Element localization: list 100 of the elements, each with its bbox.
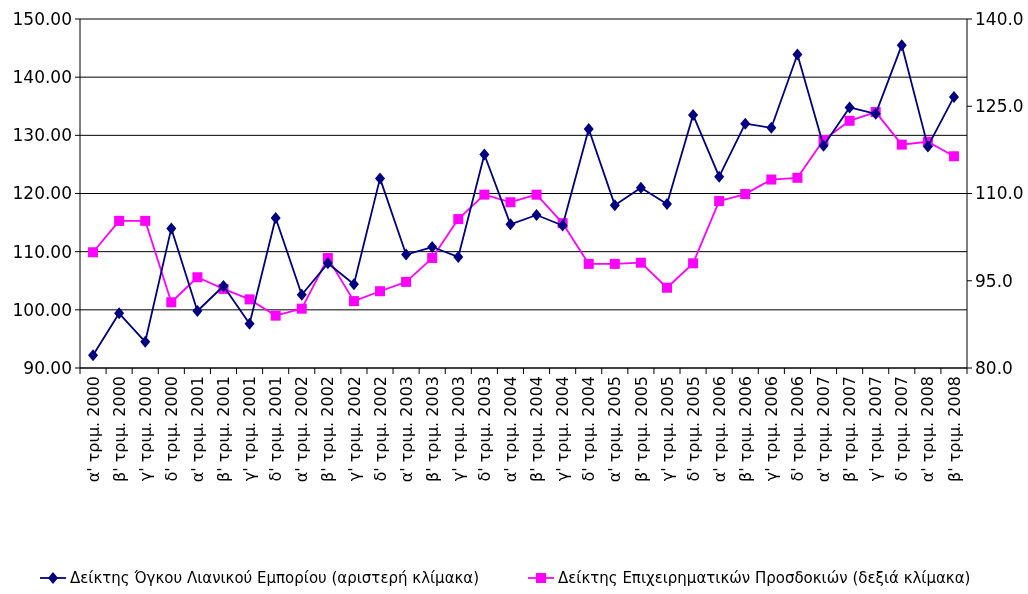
x-tick-label: δ' τριμ. 2001 xyxy=(266,376,286,482)
point xyxy=(270,310,281,321)
x-tick-label: β' τριμ. 2006 xyxy=(735,376,755,482)
point xyxy=(114,307,125,320)
point xyxy=(244,294,255,305)
point xyxy=(505,218,516,231)
y2-tick-label: 110.0 xyxy=(975,183,1024,204)
x-tick-label: β' τριμ. 2004 xyxy=(527,376,547,482)
point xyxy=(88,349,99,362)
x-tick-label: α' τριμ. 2005 xyxy=(605,376,625,483)
point xyxy=(740,117,751,130)
x-tick-label: δ' τριμ. 2006 xyxy=(788,376,808,482)
x-tick-label: γ' τριμ. 2007 xyxy=(866,376,886,482)
point xyxy=(192,305,203,317)
x-tick-label: γ' τριμ. 2003 xyxy=(448,376,468,482)
point xyxy=(375,172,386,185)
y2-tick-label: 125.0 xyxy=(975,96,1024,117)
point xyxy=(427,253,438,264)
point xyxy=(609,199,620,212)
point xyxy=(453,250,464,263)
y2-tick-label: 95.0 xyxy=(975,270,1013,291)
y-tick-label: 90.00 xyxy=(23,357,72,378)
x-tick-label: β' τριμ. 2005 xyxy=(631,376,651,482)
point xyxy=(348,296,359,307)
x-tick-label: β' τριμ. 2001 xyxy=(214,376,234,482)
point xyxy=(166,297,177,308)
x-tick-label: β' τριμ. 2008 xyxy=(944,376,964,482)
point xyxy=(896,39,907,52)
point xyxy=(140,335,151,348)
x-tick-label: β' τριμ. 2000 xyxy=(109,376,129,482)
point xyxy=(792,172,803,183)
point xyxy=(296,303,307,314)
point xyxy=(531,209,542,222)
point xyxy=(583,122,594,135)
point xyxy=(375,286,386,297)
point xyxy=(114,215,125,226)
point xyxy=(140,215,151,226)
x-tick-label: γ' τριμ. 2004 xyxy=(553,376,573,482)
x-tick-label: δ' τριμ. 2002 xyxy=(370,376,390,482)
point xyxy=(88,247,99,258)
point xyxy=(766,121,777,134)
x-tick-label: γ' τριμ. 2006 xyxy=(761,376,781,482)
point xyxy=(244,317,255,330)
point xyxy=(661,282,672,293)
point xyxy=(609,258,620,269)
point xyxy=(479,148,490,161)
x-tick-label: γ' τριμ. 2002 xyxy=(344,376,364,482)
x-tick-label: δ' τριμ. 2003 xyxy=(474,376,494,482)
x-tick-label: δ' τριμ. 2007 xyxy=(892,376,912,482)
x-tick-label: δ' τριμ. 2005 xyxy=(683,376,703,482)
point xyxy=(792,48,803,61)
x-tick-label: α' τριμ. 2007 xyxy=(814,376,834,483)
point xyxy=(818,139,829,152)
point xyxy=(427,241,438,254)
y-tick-label: 100.00 xyxy=(12,299,72,320)
y-tick-label: 130.00 xyxy=(12,125,72,146)
point xyxy=(583,258,594,269)
x-tick-label: α' τριμ. 2003 xyxy=(396,376,416,483)
x-tick-label: δ' τριμ. 2004 xyxy=(579,376,599,482)
point xyxy=(635,181,646,194)
point xyxy=(948,90,959,103)
point xyxy=(844,101,855,114)
point xyxy=(714,196,725,207)
legend-label: Δείκτης Επιχειρηματικών Προσδοκιών (δεξιά κλίμακα) xyxy=(558,569,971,588)
x-tick-label: α' τριμ. 2001 xyxy=(188,376,207,483)
y-tick-label: 150.00 xyxy=(12,8,72,29)
x-tick-label: β' τριμ. 2003 xyxy=(422,376,442,482)
point xyxy=(322,257,333,270)
point xyxy=(479,189,490,200)
point xyxy=(218,279,229,292)
point xyxy=(948,151,959,162)
point xyxy=(844,115,855,126)
point xyxy=(688,108,699,121)
x-tick-label: α' τριμ. 2002 xyxy=(292,376,312,483)
point xyxy=(714,170,725,183)
point xyxy=(348,278,359,291)
point xyxy=(505,197,516,208)
y-tick-label: 110.00 xyxy=(12,241,72,262)
x-tick-label: β' τριμ. 2002 xyxy=(318,376,338,482)
x-tick-label: α' τριμ. 2004 xyxy=(501,376,521,483)
x-tick-label: α' τριμ. 2000 xyxy=(83,376,103,483)
y-tick-label: 140.00 xyxy=(12,67,72,88)
point xyxy=(192,272,203,283)
point xyxy=(296,288,307,301)
x-tick-label: δ' τριμ. 2000 xyxy=(161,376,181,482)
y2-tick-label: 140.0 xyxy=(975,8,1024,29)
x-tick-label: γ' τριμ. 2000 xyxy=(135,376,155,482)
x-tick-label: γ' τριμ. 2005 xyxy=(657,376,677,482)
point xyxy=(453,214,464,225)
point xyxy=(166,222,177,235)
y-tick-label: 120.00 xyxy=(12,183,72,204)
x-tick-label: β' τριμ. 2007 xyxy=(840,376,860,482)
legend-label: Δείκτης Όγκου Λιανικού Εμπορίου (αριστερή κλίμακα) xyxy=(70,569,480,588)
x-tick-label: α' τριμ. 2008 xyxy=(918,376,938,483)
x-tick-label: γ' τριμ. 2001 xyxy=(240,376,260,482)
point xyxy=(401,248,412,261)
y2-tick-label: 80.0 xyxy=(975,357,1013,378)
x-tick-label: α' τριμ. 2006 xyxy=(709,376,729,483)
point xyxy=(270,211,281,224)
point xyxy=(401,276,412,287)
